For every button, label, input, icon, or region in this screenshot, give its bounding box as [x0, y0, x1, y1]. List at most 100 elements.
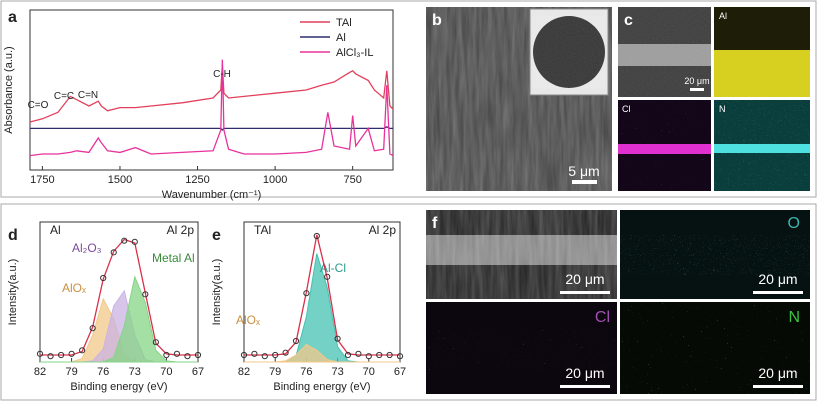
data-point: [152, 339, 159, 346]
data-line: [40, 238, 198, 356]
x-tick-label: 1250: [185, 174, 209, 186]
x-tick-label: 76: [97, 366, 109, 378]
scale-label: 20 μm: [758, 365, 797, 381]
data-point: [282, 349, 289, 356]
data-point: [142, 291, 149, 298]
x-axis-label: Binding energy (eV): [70, 381, 167, 393]
data-point: [131, 238, 138, 245]
scale-label: 5 μm: [568, 163, 599, 179]
data-point: [57, 351, 65, 359]
y-axis-label: Intensity(a.u.): [211, 259, 223, 326]
core-level: Al 2p: [167, 223, 195, 237]
panel-label: b: [432, 12, 442, 29]
data-point: [110, 249, 117, 256]
data-point: [79, 347, 86, 354]
scale-label: 20 μm: [565, 271, 604, 287]
data-point: [386, 351, 393, 359]
data-line: [29, 59, 394, 157]
data-point: [47, 353, 54, 360]
data-point: [194, 351, 202, 359]
sample-label: Al: [50, 223, 61, 237]
data-point: [100, 274, 107, 282]
panel-label: c: [624, 12, 633, 29]
data-point: [240, 351, 248, 359]
x-tick-label: 76: [300, 366, 312, 378]
component-area: [40, 275, 198, 363]
data-point: [36, 350, 44, 357]
frame: [0, 203, 817, 401]
x-tick-label: 73: [129, 366, 141, 378]
y-axis-label: Absorbance (a.u.): [3, 46, 15, 133]
x-tick-label: 73: [331, 366, 343, 378]
data-point: [173, 350, 181, 357]
map-label: O: [788, 215, 800, 232]
annotation: C-H: [213, 69, 231, 80]
data-point: [251, 350, 258, 357]
x-tick-label: 79: [65, 366, 77, 378]
sample-label: TAl: [254, 223, 271, 237]
y-axis-label: Intensity(a.u.): [7, 259, 19, 326]
x-tick-label: 1500: [108, 174, 132, 186]
panel-label: f: [432, 215, 438, 232]
eds-maps: [426, 210, 810, 394]
annotation: C=O: [28, 100, 49, 111]
x-tick-label: 67: [394, 366, 406, 378]
data-point: [89, 325, 96, 332]
x-tick-label: 750: [343, 174, 361, 186]
panel-label: a: [8, 9, 17, 26]
data-point: [365, 353, 372, 360]
x-tick-label: 79: [269, 366, 281, 378]
data-point: [163, 351, 170, 359]
x-axis-label: Binding energy (eV): [273, 381, 370, 393]
eds-maps: [618, 7, 810, 191]
data-point: [313, 232, 320, 240]
component-label: Al₂O₃: [72, 241, 102, 255]
x-tick-label: 67: [192, 366, 204, 378]
legend-label: AlCl₃-IL: [336, 47, 374, 59]
scale-label: 20 μm: [758, 271, 797, 287]
component-label: AlOₓ: [62, 281, 86, 295]
component-label: AlOₓ: [236, 313, 260, 327]
data-point: [261, 353, 268, 360]
component-label: Al-Cl: [320, 261, 346, 275]
map-label: N: [788, 309, 800, 326]
data-point: [184, 353, 191, 360]
legend-label: Al: [336, 32, 346, 44]
data-line: [29, 64, 394, 123]
plot-frame: [29, 9, 394, 171]
map-label: Cl: [595, 309, 610, 326]
data-point: [334, 335, 341, 342]
data-line: [244, 234, 400, 356]
data-point: [272, 351, 279, 359]
map-label: Al: [719, 11, 727, 21]
scale-label: 20 μm: [565, 365, 604, 381]
data-point: [121, 237, 128, 244]
frame: [0, 0, 817, 198]
scale-label: 20 μm: [684, 76, 709, 86]
x-tick-label: 70: [363, 366, 375, 378]
map-label: N: [719, 104, 726, 114]
map-label: Cl: [622, 104, 631, 114]
data-point: [376, 351, 383, 359]
panel-label: e: [212, 227, 221, 244]
component-area: [244, 343, 400, 363]
data-point: [396, 353, 404, 360]
panel-label: d: [8, 227, 18, 244]
x-tick-label: 1000: [263, 174, 287, 186]
x-tick-label: 70: [160, 366, 172, 378]
core-level: Al 2p: [369, 223, 397, 237]
data-point: [292, 337, 300, 345]
data-line: [30, 126, 393, 131]
x-axis-label: Wavenumber (cm⁻¹): [162, 189, 262, 201]
data-point: [303, 290, 310, 297]
data-point: [355, 350, 362, 357]
x-tick-label: 1750: [30, 174, 54, 186]
x-tick-label: 82: [238, 366, 250, 378]
x-tick-label: 82: [34, 366, 46, 378]
data-point: [324, 273, 331, 280]
sem-image: [426, 7, 612, 191]
legend-label: TAl: [336, 17, 352, 29]
annotation: C=C: [54, 91, 74, 102]
annotation: C=N: [78, 90, 98, 101]
